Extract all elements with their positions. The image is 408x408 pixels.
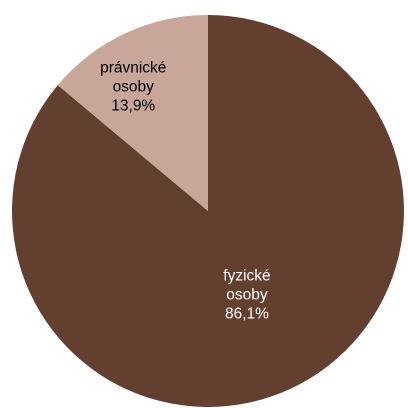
pie-slice-label-1: právnické osoby 13,9% [100, 60, 166, 115]
slice-name-line: fyzické [223, 267, 270, 284]
slice-value-label: 86,1% [225, 305, 269, 322]
slice-name-line: osoby [113, 79, 155, 96]
slice-name-line: osoby [226, 286, 268, 303]
slice-value-label: 13,9% [111, 98, 155, 115]
pie-slice-label-0: fyzické osoby 86,1% [223, 267, 270, 322]
slice-name-line: právnické [100, 60, 166, 77]
pie-slice-1 [57, 15, 209, 211]
